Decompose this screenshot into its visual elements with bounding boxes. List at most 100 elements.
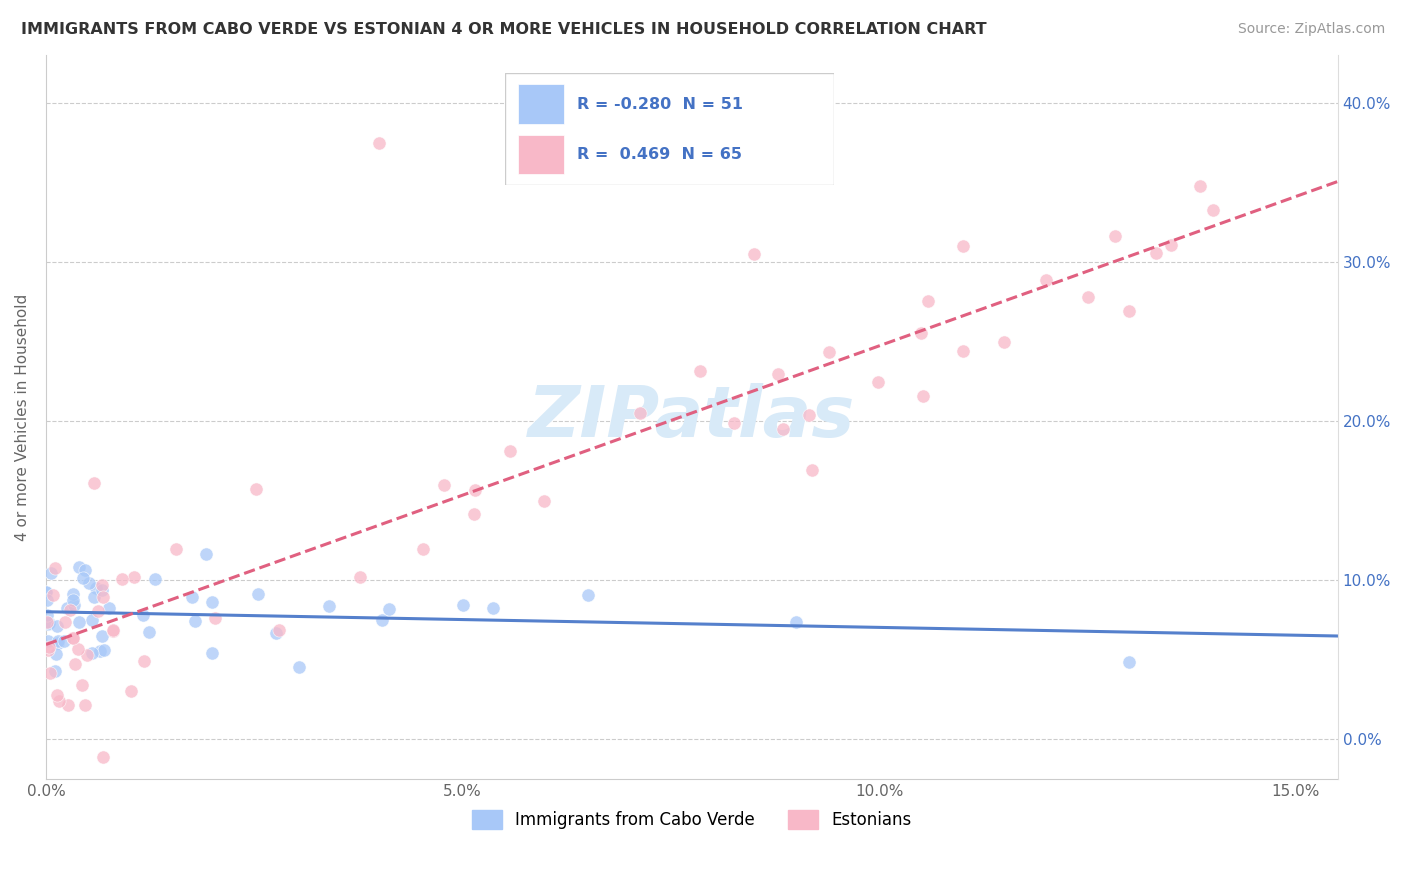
- Point: [132, 654, 155, 668]
- Point: [138, 624, 160, 639]
- Point: [67, 560, 90, 574]
- Point: [288, 659, 311, 673]
- Point: [247, 586, 270, 600]
- Point: [46, 633, 69, 648]
- Point: [39, 566, 62, 580]
- Point: [378, 601, 401, 615]
- Point: [73, 698, 96, 712]
- Point: [37, 607, 59, 622]
- Point: [48, 694, 70, 708]
- Point: [742, 247, 765, 261]
- Point: [56, 601, 79, 615]
- Point: [53, 633, 76, 648]
- Point: [799, 408, 821, 422]
- Point: [70, 678, 93, 692]
- Point: [1077, 290, 1099, 304]
- Point: [90, 629, 112, 643]
- Point: [44, 561, 66, 575]
- Point: [46, 688, 69, 702]
- Point: [349, 570, 371, 584]
- Legend: Immigrants from Cabo Verde, Estonians: Immigrants from Cabo Verde, Estonians: [465, 803, 918, 836]
- Point: [58, 698, 80, 713]
- Point: [800, 463, 823, 477]
- Point: [245, 482, 267, 496]
- Point: [1035, 273, 1057, 287]
- Point: [201, 646, 224, 660]
- Point: [35, 593, 58, 607]
- Point: [368, 136, 391, 150]
- Text: IMMIGRANTS FROM CABO VERDE VS ESTONIAN 4 OR MORE VEHICLES IN HOUSEHOLD CORRELATI: IMMIGRANTS FROM CABO VERDE VS ESTONIAN 4…: [21, 22, 987, 37]
- Point: [766, 367, 789, 381]
- Point: [111, 572, 134, 586]
- Point: [533, 494, 555, 508]
- Point: [62, 632, 84, 646]
- Point: [482, 600, 505, 615]
- Point: [1144, 246, 1167, 260]
- Point: [952, 344, 974, 359]
- Point: [91, 591, 114, 605]
- Point: [201, 594, 224, 608]
- Point: [628, 406, 651, 420]
- Y-axis label: 4 or more Vehicles in Household: 4 or more Vehicles in Household: [15, 293, 30, 541]
- Point: [911, 389, 934, 403]
- Point: [689, 364, 711, 378]
- Point: [72, 571, 94, 585]
- Point: [1118, 304, 1140, 318]
- Point: [451, 599, 474, 613]
- Point: [267, 623, 290, 637]
- Point: [120, 683, 142, 698]
- Point: [785, 615, 807, 629]
- Point: [132, 608, 155, 623]
- Point: [38, 666, 60, 681]
- Point: [37, 617, 59, 632]
- Point: [165, 542, 187, 557]
- Point: [1160, 237, 1182, 252]
- Point: [62, 593, 84, 607]
- Text: ZIPatlas: ZIPatlas: [529, 383, 855, 451]
- Point: [83, 475, 105, 490]
- Point: [917, 293, 939, 308]
- Point: [35, 584, 58, 599]
- Point: [90, 577, 112, 591]
- Point: [180, 591, 202, 605]
- Point: [412, 541, 434, 556]
- Point: [499, 444, 522, 458]
- Point: [93, 643, 115, 657]
- Point: [46, 636, 69, 650]
- Point: [1104, 229, 1126, 244]
- Point: [101, 624, 124, 638]
- Point: [73, 563, 96, 577]
- Point: [993, 334, 1015, 349]
- Point: [63, 657, 86, 672]
- Point: [42, 588, 65, 602]
- Point: [90, 582, 112, 597]
- Point: [89, 644, 111, 658]
- Point: [464, 483, 486, 497]
- Point: [87, 604, 110, 618]
- Point: [76, 648, 98, 662]
- Point: [318, 599, 340, 613]
- Text: Source: ZipAtlas.com: Source: ZipAtlas.com: [1237, 22, 1385, 37]
- Point: [59, 603, 82, 617]
- Point: [576, 588, 599, 602]
- Point: [97, 601, 120, 615]
- Point: [62, 632, 84, 646]
- Point: [463, 507, 485, 521]
- Point: [910, 326, 932, 340]
- Point: [868, 375, 890, 389]
- Point: [80, 613, 103, 627]
- Point: [122, 570, 145, 584]
- Point: [45, 648, 67, 662]
- Point: [67, 641, 90, 656]
- Point: [1201, 203, 1223, 218]
- Point: [80, 646, 103, 660]
- Point: [1118, 655, 1140, 669]
- Point: [818, 345, 841, 359]
- Point: [37, 615, 59, 630]
- Point: [371, 613, 394, 627]
- Point: [91, 749, 114, 764]
- Point: [195, 547, 218, 561]
- Point: [86, 581, 108, 595]
- Point: [44, 664, 66, 678]
- Point: [266, 626, 288, 640]
